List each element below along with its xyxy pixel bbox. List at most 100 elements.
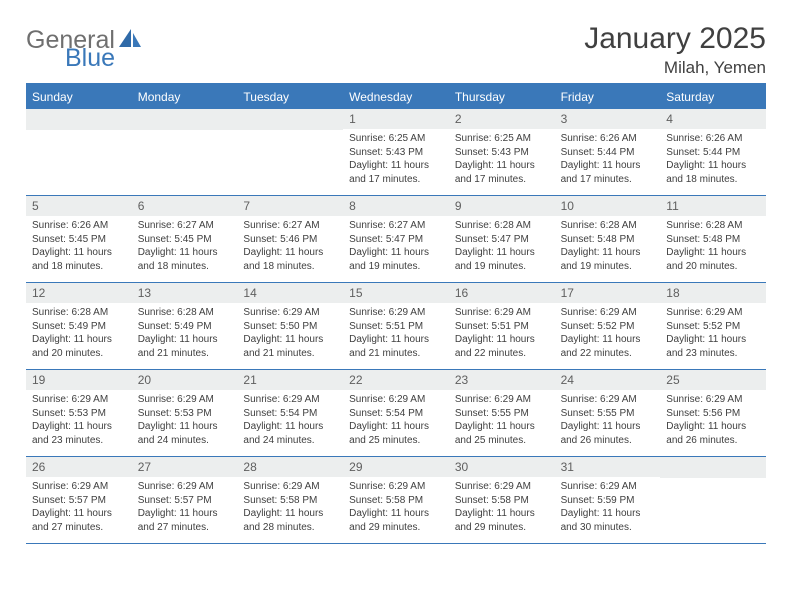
day-number: 30	[449, 457, 555, 477]
day-cell: 13Sunrise: 6:28 AMSunset: 5:49 PMDayligh…	[132, 283, 238, 369]
calendar-page: General January 2025 Milah, Yemen Blue S…	[0, 0, 792, 544]
empty-day-number	[660, 457, 766, 478]
week-row: 5Sunrise: 6:26 AMSunset: 5:45 PMDaylight…	[26, 196, 766, 283]
day-info: Sunrise: 6:29 AMSunset: 5:57 PMDaylight:…	[132, 477, 238, 540]
day-info: Sunrise: 6:25 AMSunset: 5:43 PMDaylight:…	[449, 129, 555, 192]
day-number: 11	[660, 196, 766, 216]
day-info: Sunrise: 6:29 AMSunset: 5:53 PMDaylight:…	[132, 390, 238, 453]
day-cell: 25Sunrise: 6:29 AMSunset: 5:56 PMDayligh…	[660, 370, 766, 456]
day-info: Sunrise: 6:27 AMSunset: 5:46 PMDaylight:…	[237, 216, 343, 279]
empty-day-number	[132, 109, 238, 130]
day-info: Sunrise: 6:29 AMSunset: 5:57 PMDaylight:…	[26, 477, 132, 540]
day-info: Sunrise: 6:29 AMSunset: 5:53 PMDaylight:…	[26, 390, 132, 453]
day-number: 9	[449, 196, 555, 216]
weekday-monday: Monday	[132, 85, 238, 109]
day-cell: 1Sunrise: 6:25 AMSunset: 5:43 PMDaylight…	[343, 109, 449, 195]
day-number: 8	[343, 196, 449, 216]
weekday-saturday: Saturday	[660, 85, 766, 109]
day-cell: 4Sunrise: 6:26 AMSunset: 5:44 PMDaylight…	[660, 109, 766, 195]
day-number: 21	[237, 370, 343, 390]
day-cell: 16Sunrise: 6:29 AMSunset: 5:51 PMDayligh…	[449, 283, 555, 369]
day-cell	[237, 109, 343, 195]
day-info: Sunrise: 6:29 AMSunset: 5:52 PMDaylight:…	[660, 303, 766, 366]
day-number: 25	[660, 370, 766, 390]
week-row: 19Sunrise: 6:29 AMSunset: 5:53 PMDayligh…	[26, 370, 766, 457]
weekday-header-row: SundayMondayTuesdayWednesdayThursdayFrid…	[26, 85, 766, 109]
empty-day-number	[26, 109, 132, 130]
day-number: 20	[132, 370, 238, 390]
day-number: 31	[555, 457, 661, 477]
day-info: Sunrise: 6:29 AMSunset: 5:56 PMDaylight:…	[660, 390, 766, 453]
day-number: 10	[555, 196, 661, 216]
day-cell: 18Sunrise: 6:29 AMSunset: 5:52 PMDayligh…	[660, 283, 766, 369]
day-info: Sunrise: 6:28 AMSunset: 5:49 PMDaylight:…	[26, 303, 132, 366]
day-info: Sunrise: 6:28 AMSunset: 5:48 PMDaylight:…	[555, 216, 661, 279]
day-info: Sunrise: 6:29 AMSunset: 5:58 PMDaylight:…	[237, 477, 343, 540]
day-info: Sunrise: 6:28 AMSunset: 5:48 PMDaylight:…	[660, 216, 766, 279]
empty-day-number	[237, 109, 343, 130]
day-info: Sunrise: 6:28 AMSunset: 5:49 PMDaylight:…	[132, 303, 238, 366]
day-number: 29	[343, 457, 449, 477]
day-cell	[132, 109, 238, 195]
day-cell: 14Sunrise: 6:29 AMSunset: 5:50 PMDayligh…	[237, 283, 343, 369]
day-cell: 7Sunrise: 6:27 AMSunset: 5:46 PMDaylight…	[237, 196, 343, 282]
day-cell: 8Sunrise: 6:27 AMSunset: 5:47 PMDaylight…	[343, 196, 449, 282]
day-cell: 10Sunrise: 6:28 AMSunset: 5:48 PMDayligh…	[555, 196, 661, 282]
day-number: 19	[26, 370, 132, 390]
day-info: Sunrise: 6:28 AMSunset: 5:47 PMDaylight:…	[449, 216, 555, 279]
day-info: Sunrise: 6:26 AMSunset: 5:44 PMDaylight:…	[555, 129, 661, 192]
day-number: 3	[555, 109, 661, 129]
day-cell: 23Sunrise: 6:29 AMSunset: 5:55 PMDayligh…	[449, 370, 555, 456]
week-row: 1Sunrise: 6:25 AMSunset: 5:43 PMDaylight…	[26, 109, 766, 196]
day-number: 14	[237, 283, 343, 303]
day-cell: 6Sunrise: 6:27 AMSunset: 5:45 PMDaylight…	[132, 196, 238, 282]
day-number: 5	[26, 196, 132, 216]
day-cell: 28Sunrise: 6:29 AMSunset: 5:58 PMDayligh…	[237, 457, 343, 543]
day-info: Sunrise: 6:29 AMSunset: 5:55 PMDaylight:…	[555, 390, 661, 453]
day-info: Sunrise: 6:29 AMSunset: 5:50 PMDaylight:…	[237, 303, 343, 366]
day-cell: 15Sunrise: 6:29 AMSunset: 5:51 PMDayligh…	[343, 283, 449, 369]
day-info: Sunrise: 6:26 AMSunset: 5:45 PMDaylight:…	[26, 216, 132, 279]
day-cell: 21Sunrise: 6:29 AMSunset: 5:54 PMDayligh…	[237, 370, 343, 456]
day-number: 1	[343, 109, 449, 129]
day-cell: 31Sunrise: 6:29 AMSunset: 5:59 PMDayligh…	[555, 457, 661, 543]
day-info: Sunrise: 6:29 AMSunset: 5:59 PMDaylight:…	[555, 477, 661, 540]
day-number: 18	[660, 283, 766, 303]
day-number: 4	[660, 109, 766, 129]
day-cell: 12Sunrise: 6:28 AMSunset: 5:49 PMDayligh…	[26, 283, 132, 369]
day-cell	[26, 109, 132, 195]
day-cell: 19Sunrise: 6:29 AMSunset: 5:53 PMDayligh…	[26, 370, 132, 456]
day-number: 15	[343, 283, 449, 303]
day-info: Sunrise: 6:29 AMSunset: 5:54 PMDaylight:…	[237, 390, 343, 453]
calendar: SundayMondayTuesdayWednesdayThursdayFrid…	[26, 83, 766, 544]
day-cell: 9Sunrise: 6:28 AMSunset: 5:47 PMDaylight…	[449, 196, 555, 282]
day-info: Sunrise: 6:29 AMSunset: 5:58 PMDaylight:…	[343, 477, 449, 540]
day-cell: 27Sunrise: 6:29 AMSunset: 5:57 PMDayligh…	[132, 457, 238, 543]
day-cell: 24Sunrise: 6:29 AMSunset: 5:55 PMDayligh…	[555, 370, 661, 456]
day-number: 24	[555, 370, 661, 390]
day-number: 16	[449, 283, 555, 303]
day-info: Sunrise: 6:29 AMSunset: 5:52 PMDaylight:…	[555, 303, 661, 366]
day-cell: 30Sunrise: 6:29 AMSunset: 5:58 PMDayligh…	[449, 457, 555, 543]
day-cell: 26Sunrise: 6:29 AMSunset: 5:57 PMDayligh…	[26, 457, 132, 543]
day-cell: 2Sunrise: 6:25 AMSunset: 5:43 PMDaylight…	[449, 109, 555, 195]
day-cell	[660, 457, 766, 543]
day-number: 6	[132, 196, 238, 216]
weekday-friday: Friday	[555, 85, 661, 109]
day-info: Sunrise: 6:27 AMSunset: 5:45 PMDaylight:…	[132, 216, 238, 279]
calendar-body: 1Sunrise: 6:25 AMSunset: 5:43 PMDaylight…	[26, 109, 766, 544]
day-number: 7	[237, 196, 343, 216]
day-cell: 11Sunrise: 6:28 AMSunset: 5:48 PMDayligh…	[660, 196, 766, 282]
day-number: 27	[132, 457, 238, 477]
day-info: Sunrise: 6:29 AMSunset: 5:58 PMDaylight:…	[449, 477, 555, 540]
week-row: 26Sunrise: 6:29 AMSunset: 5:57 PMDayligh…	[26, 457, 766, 544]
logo-text-blue: Blue	[65, 44, 115, 72]
day-info: Sunrise: 6:29 AMSunset: 5:55 PMDaylight:…	[449, 390, 555, 453]
day-cell: 20Sunrise: 6:29 AMSunset: 5:53 PMDayligh…	[132, 370, 238, 456]
day-number: 2	[449, 109, 555, 129]
day-number: 13	[132, 283, 238, 303]
day-number: 22	[343, 370, 449, 390]
day-info: Sunrise: 6:27 AMSunset: 5:47 PMDaylight:…	[343, 216, 449, 279]
day-info: Sunrise: 6:26 AMSunset: 5:44 PMDaylight:…	[660, 129, 766, 192]
day-cell: 3Sunrise: 6:26 AMSunset: 5:44 PMDaylight…	[555, 109, 661, 195]
